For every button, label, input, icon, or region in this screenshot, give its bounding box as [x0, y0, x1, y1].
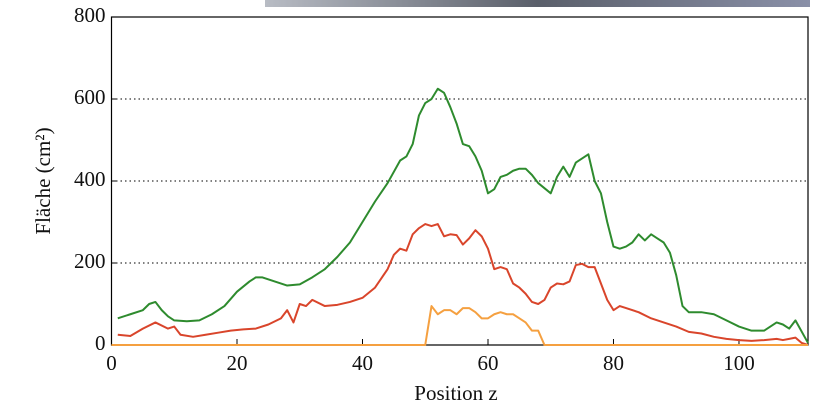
series-line — [117, 223, 809, 346]
y-tick-label: 600 — [74, 85, 106, 109]
x-axis-label: Position z — [414, 381, 497, 405]
x-tick-label: 0 — [106, 351, 117, 375]
x-tick-label: 60 — [477, 351, 498, 375]
series-line — [117, 87, 809, 344]
plot-frame — [110, 16, 809, 346]
y-tick-label: 400 — [74, 167, 106, 191]
x-tick-label: 80 — [603, 351, 624, 375]
photo-fragment — [265, 0, 810, 7]
y-tick-label: 200 — [74, 249, 106, 273]
series-line — [111, 305, 808, 346]
x-tick-label: 40 — [352, 351, 373, 375]
y-tick-label: 0 — [95, 331, 106, 355]
x-tick-label: 20 — [226, 351, 247, 375]
x-tick-label: 100 — [723, 351, 755, 375]
y-tick-label: 800 — [74, 3, 106, 27]
y-axis-label: Fläche (cm²) — [31, 127, 55, 234]
